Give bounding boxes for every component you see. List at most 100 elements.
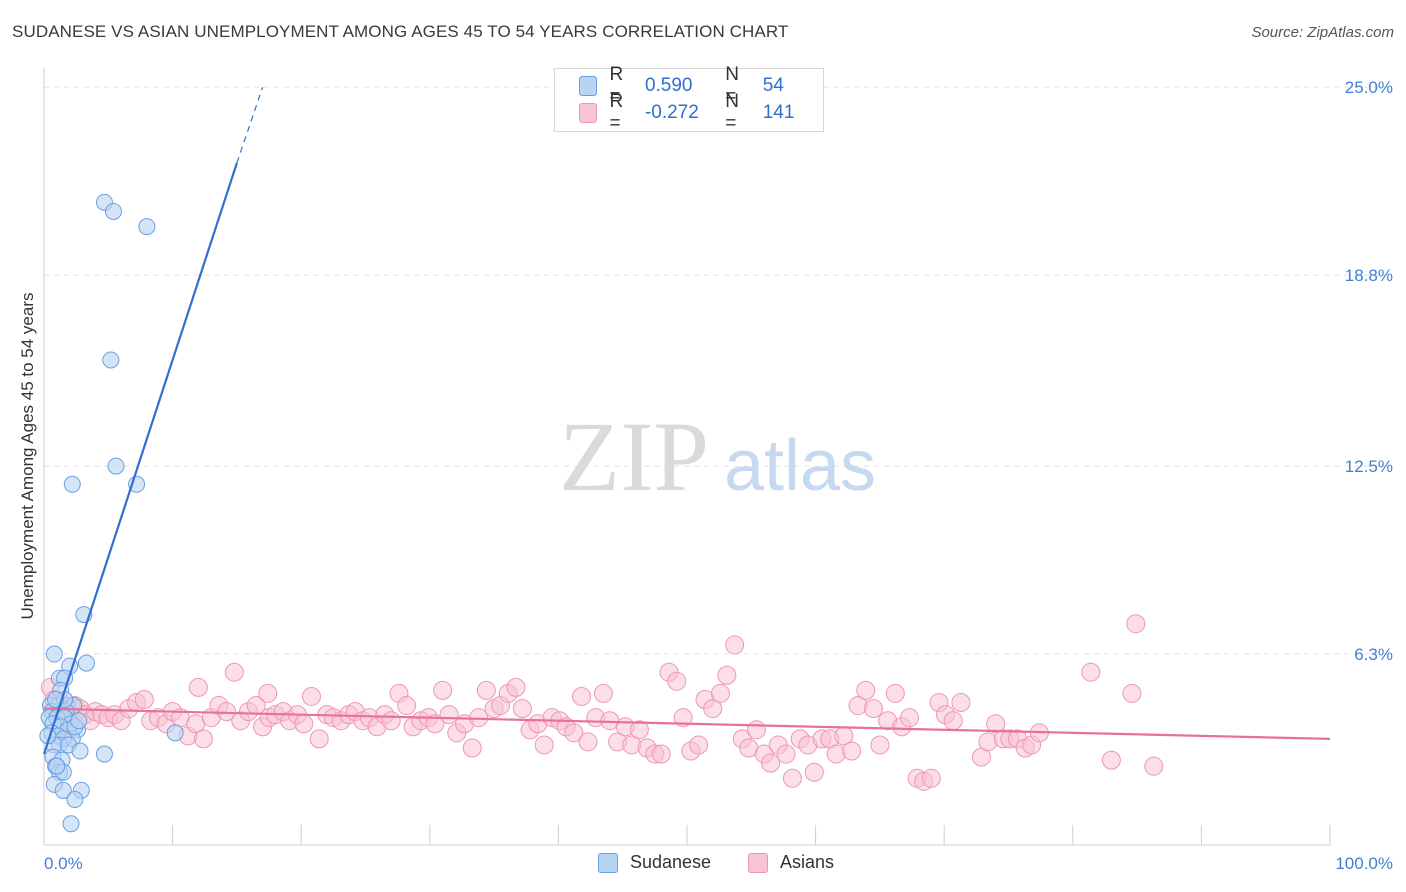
asians-point [462, 738, 482, 758]
asians-point [572, 686, 592, 706]
asians-point [673, 708, 693, 728]
y-tick-label: 25.0% [1345, 78, 1393, 97]
x-tick-label: 100.0% [1335, 854, 1393, 873]
asians-point [1144, 756, 1164, 776]
asians-point [863, 699, 883, 719]
bottom-legend-sudanese: Sudanese [598, 852, 711, 873]
asians-point [294, 714, 314, 734]
asians-trend-line [43, 707, 1331, 741]
asians-point [717, 665, 737, 685]
asians-point [593, 683, 613, 703]
asians-point [703, 699, 723, 719]
asians-point [512, 699, 532, 719]
asians-point [978, 732, 998, 752]
asians-point [1101, 750, 1121, 770]
watermark-atlas: atlas [724, 426, 876, 506]
sudanese-point [104, 202, 122, 220]
sudanese-point [138, 218, 156, 236]
chart-title: SUDANESE VS ASIAN UNEMPLOYMENT AMONG AGE… [12, 22, 789, 41]
sudanese-point [48, 757, 66, 775]
asians-point [629, 720, 649, 740]
asians-point [943, 711, 963, 731]
asians-point [1122, 683, 1142, 703]
n-value: 141 [762, 102, 795, 123]
asians-point [842, 741, 862, 761]
asians-point [761, 753, 781, 773]
x-tick-label: 0.0% [44, 854, 83, 873]
asians-point [134, 689, 154, 709]
sudanese-point [45, 645, 63, 663]
n-value: 54 [762, 75, 784, 96]
sudanese-point [77, 654, 95, 672]
asians-point [309, 729, 329, 749]
r-label: R = [609, 91, 624, 134]
asians-point [826, 744, 846, 764]
sudanese-trend-extension [236, 86, 264, 164]
sudanese-legend-label: Sudanese [630, 852, 712, 872]
sudanese-point [107, 457, 125, 475]
asians-points [40, 614, 1164, 791]
asians-point [301, 686, 321, 706]
legend-row-sudanese: R = 0.590 N = 54 [579, 64, 823, 107]
asians-point [885, 683, 905, 703]
source-label: Source: ZipAtlas.com [1251, 24, 1394, 41]
bottom-legend-asians: Asians [748, 852, 834, 873]
sudanese-point [71, 742, 89, 760]
asians-point [534, 735, 554, 755]
asians-point [439, 705, 459, 725]
asians-legend-label: Asians [780, 852, 835, 872]
sudanese-point [166, 724, 184, 742]
sudanese-trend-line [42, 162, 238, 755]
asians-point [397, 696, 417, 716]
correlation-legend: R = 0.590 N = 54 R = -0.272 N = 141 [554, 64, 824, 134]
sudanese-point [54, 781, 72, 799]
sudanese-point [95, 745, 113, 763]
asians-point [710, 683, 730, 703]
asians-point [725, 635, 745, 655]
y-tick-label: 6.3% [1354, 645, 1393, 664]
r-value: -0.272 [644, 102, 699, 123]
asians-point [188, 677, 208, 697]
asians-point [258, 683, 278, 703]
asians-point [782, 768, 802, 788]
legend-row-asians: R = -0.272 N = 141 [579, 91, 823, 134]
sudanese-point [62, 815, 80, 833]
axes [43, 68, 1331, 846]
asians-point [776, 744, 796, 764]
asians-point [564, 723, 584, 743]
asians-point [224, 662, 244, 682]
asians-point [951, 693, 971, 713]
gridlines [44, 86, 1392, 655]
watermark: ZIP atlas [559, 401, 876, 512]
asians-point [1081, 662, 1101, 682]
asians-point [1126, 614, 1146, 634]
asians-point [578, 732, 598, 752]
asians-point [506, 677, 526, 697]
asians-point [856, 680, 876, 700]
asians-point [804, 762, 824, 782]
sudanese-points [39, 193, 184, 833]
asians-point [381, 711, 401, 731]
asians-point [667, 671, 687, 691]
asians-swatch [748, 852, 768, 873]
asians-point [433, 680, 453, 700]
asians-point [746, 720, 766, 740]
watermark-zip: ZIP [559, 401, 709, 512]
r-label: R = [609, 64, 624, 107]
sudanese-point [63, 475, 81, 493]
r-value: 0.590 [644, 75, 693, 96]
asians-point [870, 735, 890, 755]
y-tick-label: 18.8% [1345, 266, 1393, 285]
n-label: N = [725, 91, 739, 134]
tick-labels: 6.3% 12.5% 18.8% 25.0% 0.0% 100.0% [44, 78, 1393, 873]
asians-point [899, 708, 919, 728]
asians-point [193, 729, 213, 749]
asians-swatch [579, 103, 598, 123]
sudanese-point [66, 791, 84, 809]
asians-point [689, 735, 709, 755]
asians-point [425, 714, 445, 734]
y-tick-label: 12.5% [1345, 457, 1393, 476]
trend-lines [42, 86, 1331, 755]
sudanese-swatch [598, 852, 618, 873]
